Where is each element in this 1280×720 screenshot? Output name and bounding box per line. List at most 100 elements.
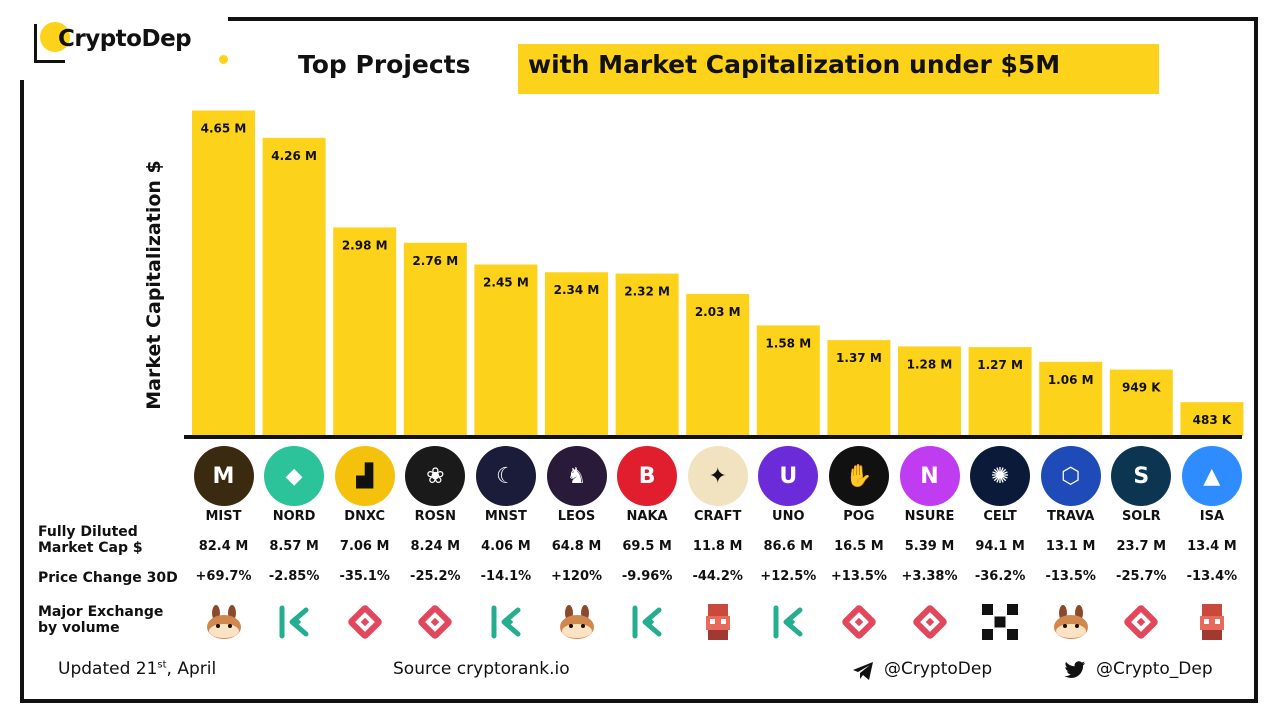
fdv-value: 7.06 M [339,539,390,554]
ticker-label: TRAVA [1047,509,1095,524]
bar-value-label: 2.34 M [554,283,600,297]
price-change-value: +69.7% [195,569,252,584]
okx-icon [980,602,1020,642]
bar-value-label: 2.45 M [483,276,529,290]
dnxc-logo-icon: ▟ [334,446,395,506]
frame-right-line [1254,17,1258,703]
mexc-icon [1192,602,1232,642]
x-axis-line [184,435,1242,439]
fdv-value: 13.1 M [1045,539,1096,554]
craft-logo-icon: ✦ [687,446,748,506]
chart-title-highlight: with Market Capitalization under $5M [528,50,1061,79]
bar-craft [686,293,750,436]
updated-sup: st [157,659,167,671]
ticker-label: CRAFT [694,509,742,524]
price-change-value: -9.96% [621,569,673,584]
brand-logo: CryptoDep [30,18,230,64]
twitter-handle[interactable]: @Crypto_Dep [1096,659,1213,679]
bar-leos [545,272,608,436]
ticker-label: MNST [484,509,527,524]
ticker-label: NAKA [626,509,668,524]
source-text: Source cryptorank.io [393,659,570,679]
price-change-value: -25.2% [410,569,461,584]
frame-top-line [228,17,1258,21]
nord-logo-icon: ◆ [264,446,325,506]
pancakeswap-icon [557,602,597,642]
bar-value-label: 4.26 M [271,149,317,163]
leos-logo-icon: ♞ [546,446,607,506]
exchange-label-line2: by volume [38,620,120,636]
bar-uno [756,325,820,436]
bar-mnst [474,264,538,436]
price-change-value: -36.2% [974,569,1026,584]
bar-value-label: 2.03 M [695,305,741,319]
bar-value-label: 2.76 M [412,254,458,268]
bar-trava [1039,361,1103,436]
price-change-value: -14.1% [480,569,532,584]
ticker-label: ROSN [414,509,456,524]
bar-dnxc [333,227,397,436]
gate-icon [415,602,455,642]
fdv-value: 11.8 M [692,539,743,554]
bar-solr [1109,369,1173,436]
fdv-value: 23.7 M [1116,539,1167,554]
exchange-label-line1: Major Exchange [38,604,164,620]
fdv-value: 82.4 M [198,539,249,554]
bar-nsure [898,346,961,436]
bar-value-label: 2.98 M [342,238,388,252]
fdv-value: 8.24 M [410,539,461,554]
updated-suffix: , April [166,659,217,679]
ticker-label: NSURE [904,509,955,524]
updated-date: Updated 21st, April [58,659,216,679]
telegram-icon [853,662,873,680]
ticker-label: MIST [205,509,242,524]
price-change-value: +3.38% [901,569,958,584]
logo-dot-icon [219,55,228,64]
fdv-value: 86.6 M [763,539,814,554]
kucoin-icon [627,602,667,642]
chart-title-highlight-bg [518,44,1159,94]
price-change-value: +12.5% [760,569,817,584]
ticker-label: NORD [272,509,316,524]
naka-logo-icon: B [617,446,678,506]
kucoin-icon [486,602,526,642]
bar-mist [192,110,255,436]
frame-left-line [20,80,24,703]
pancakeswap-icon [1051,602,1091,642]
bar-celt [968,347,1032,436]
bar-value-label: 949 K [1122,381,1161,395]
mnst-logo-icon: ☾ [475,446,536,506]
pog-logo-icon: ✋ [828,446,889,506]
isa-logo-icon: ▲ [1181,446,1242,506]
fdv-value: 94.1 M [975,539,1025,554]
price-change-value: -2.85% [268,569,320,584]
fdv-value: 8.57 M [269,539,319,554]
bar-value-label: 1.28 M [907,357,953,371]
bar-naka [615,273,679,436]
twitter-icon [1064,661,1086,678]
price-change-row-label: Price Change 30D [38,570,178,586]
ticker-label: POG [843,509,875,524]
brand-name: CryptoDep [58,26,192,52]
telegram-handle[interactable]: @CryptoDep [884,659,993,679]
bar-value-label: 4.65 M [201,122,247,136]
bar-nord [262,137,326,437]
bar-pog [827,340,891,436]
nsure-logo-icon: N [899,446,960,506]
price-change-value: +120% [550,569,603,584]
solr-logo-icon: S [1111,446,1172,506]
bar-value-label: 1.37 M [836,351,882,365]
gate-icon [345,602,385,642]
fdv-value: 64.8 M [551,539,602,554]
celt-logo-icon: ✺ [970,446,1031,506]
logo-circle-icon [40,22,70,52]
uno-logo-icon: U [758,446,819,506]
gate-icon [1121,602,1161,642]
price-change-value: -13.5% [1045,569,1096,584]
exchange-row-label: Major Exchange by volume [38,604,163,636]
trava-logo-icon: ⬡ [1040,446,1101,506]
kucoin-icon [768,602,808,642]
ticker-label: ISA [1199,509,1225,524]
ticker-label: DNXC [344,509,386,524]
